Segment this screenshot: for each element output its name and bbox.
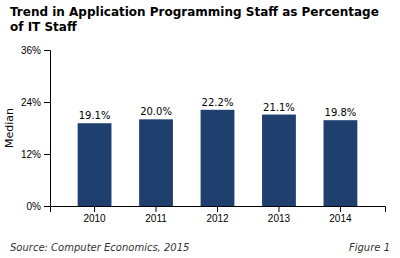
chart-svg: Trend in Application Programming Staff a… [0,0,400,258]
bar [262,115,296,206]
tick-mark [44,154,50,155]
bar [324,120,358,206]
tick-mark [94,206,95,212]
bar [139,119,173,206]
x-tick: 2010 [83,206,106,224]
tick-label: 2010 [83,213,106,224]
tick-mark [44,206,50,207]
x-tick: 2014 [329,206,352,224]
y-axis: 0% 12% 24% 36% [21,45,51,212]
bar [78,123,112,206]
y-tick: 0% [27,201,50,212]
chart-container: Trend in Application Programming Staff a… [0,0,400,258]
y-tick: 36% [21,45,50,56]
tick-mark [44,102,50,103]
tick-label: 12% [21,149,41,160]
x-axis: 2010 2011 2012 2013 2014 [51,206,386,224]
tick-label: 0% [27,201,42,212]
x-tick: 2012 [206,206,229,224]
y-axis-title: Median [3,108,16,148]
bar [201,110,235,206]
tick-label: 2013 [268,213,291,224]
data-label: 20.0% [140,106,172,117]
axis-line [44,51,51,207]
tick-mark [278,206,279,212]
tick-mark [44,50,50,51]
tick-mark [217,206,218,212]
data-labels: 19.1% 20.0% 22.2% 21.1% 19.8% [79,97,357,121]
data-label: 21.1% [263,102,295,113]
tick-label: 36% [21,45,41,56]
plot-area: 0% 12% 24% 36% 2010 2011 2012 2013 2014 19.1% 20.0… [21,45,386,224]
data-label: 19.1% [79,110,111,121]
data-label: 22.2% [202,97,234,108]
data-label: 19.8% [325,107,357,118]
tick-label: 24% [21,97,41,108]
annotation: Figure 1 [349,242,390,253]
y-tick: 12% [21,149,50,160]
tick-mark [340,206,341,212]
x-tick: 2011 [145,206,167,224]
axis-line [51,207,386,213]
title-line: of IT Staff [10,20,77,34]
y-tick: 24% [21,97,50,108]
tick-label: 2011 [145,213,167,224]
tick-mark [156,206,157,212]
tick-label: 2014 [329,213,352,224]
title: Trend in Application Programming Staff a… [10,5,379,34]
x-tick: 2013 [268,206,291,224]
title-line: Trend in Application Programming Staff a… [10,5,379,19]
bars [78,110,358,206]
tick-label: 2012 [206,213,229,224]
annotation: Source: Computer Economics, 2015 [10,242,189,253]
